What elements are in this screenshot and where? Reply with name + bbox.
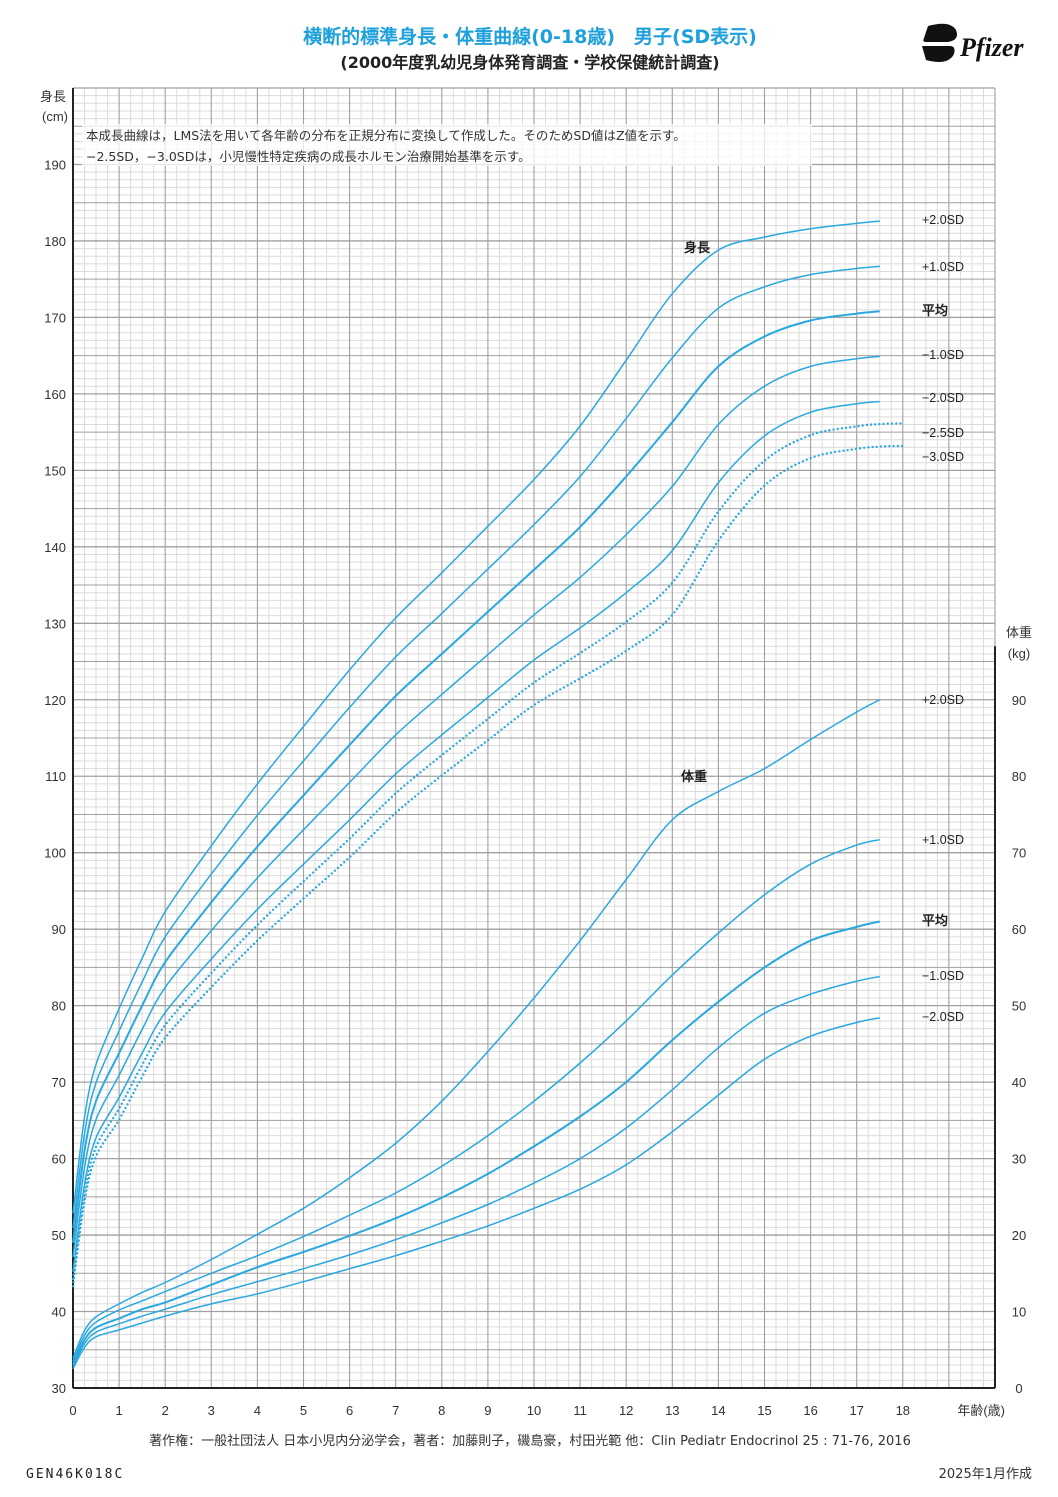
height-tick-label: 90 [52,922,66,937]
height-axis-unit: (cm) [42,109,68,124]
height-tick-label: 100 [44,846,66,861]
weight-tick-label: 30 [1012,1152,1026,1167]
age-tick-label: 6 [346,1403,353,1418]
weight-label-minus1sd: −1.0SD [922,969,964,983]
height-section-label: 身長 [684,240,711,256]
height-tick-label: 160 [44,387,66,402]
height-tick-label: 140 [44,540,66,555]
age-tick-label: 15 [757,1403,771,1418]
height-tick-label: 80 [52,999,66,1014]
weight-tick-label: 90 [1012,693,1026,708]
chart-notes: 本成長曲線は，LMS法を用いて各年齢の分布を正規分布に変換して作成した。そのため… [82,124,812,166]
weight-axis-label: 体重 [1006,625,1032,640]
age-tick-label: 16 [803,1403,817,1418]
weight-section-label: 体重 [681,769,707,785]
height-label-minus1sd: −1.0SD [922,348,964,362]
chart-curves [71,220,904,1370]
height-tick-label: 40 [52,1305,66,1320]
chart-grid [73,87,996,1388]
chart-axes: 1901801701601501401301201101009080706050… [44,88,1026,1418]
age-tick-label: 11 [573,1403,587,1418]
chart-title: 横断的標準身長・体重曲線(0-18歳) 男子(SD表示) [303,25,757,48]
notes-background [82,124,812,166]
weight-label-plus1sd: +1.0SD [922,833,964,847]
creation-date: 2025年1月作成 [939,1467,1032,1482]
x-axis-label: 年齢(歳) [957,1403,1005,1418]
copyright-text: 著作権：一般社団法人 日本小児内分泌学会，著者：加藤則子，磯島豪，村田光範 他：… [149,1433,911,1449]
height-tick-label: 70 [52,1075,66,1090]
height-curve-+1.0SD [72,265,880,1229]
height-tick-label: 50 [52,1228,66,1243]
chart-subtitle: (2000年度乳幼児身体発育調査・学校保健統計調査) [340,53,719,72]
age-tick-label: 10 [527,1403,541,1418]
pfizer-logo: Pfizer [922,23,1024,62]
age-tick-label: 0 [69,1403,76,1418]
note-line-1: 本成長曲線は，LMS法を用いて各年齢の分布を正規分布に変換して作成した。そのため… [86,128,686,143]
height-curve-−2.5SD [71,422,904,1281]
age-tick-label: 4 [254,1403,261,1418]
weight-curve-+1.0SD [72,838,880,1362]
height-tick-label: 110 [45,769,66,784]
height-label-mean: 平均 [922,303,948,319]
height-curve-平均 [72,310,880,1243]
age-tick-label: 8 [438,1403,445,1418]
weight-tick-label: 80 [1012,769,1026,784]
age-tick-label: 17 [849,1403,863,1418]
height-tick-label: 30 [52,1381,66,1396]
height-curve-+2.0SD [72,220,880,1214]
weight-curve-−2.0SD [72,1017,880,1370]
weight-label-plus2sd: +2.0SD [922,693,964,707]
height-tick-label: 170 [44,310,66,325]
document-code: GEN46K018C [26,1467,124,1482]
note-line-2: −2.5SD，−3.0SDは，小児慢性特定疾病の成長ホルモン治療開始基準を示す。 [86,149,531,164]
weight-tick-label: 10 [1012,1305,1026,1320]
weight-label-minus2sd: −2.0SD [922,1010,964,1024]
weight-tick-label: 70 [1012,846,1026,861]
age-tick-label: 2 [162,1403,169,1418]
height-label-minus2sd: −2.0SD [922,391,964,405]
age-tick-label: 1 [115,1403,122,1418]
height-curve-−1.0SD [72,355,880,1258]
weight-tick-label: 40 [1012,1075,1026,1090]
age-tick-label: 13 [665,1403,679,1418]
height-tick-label: 60 [52,1152,66,1167]
height-tick-label: 180 [44,234,66,249]
height-label-plus1sd: +1.0SD [922,260,964,274]
height-tick-label: 130 [44,616,66,631]
height-tick-label: 120 [44,693,66,708]
age-tick-label: 14 [711,1403,725,1418]
age-tick-label: 7 [392,1403,399,1418]
age-tick-label: 5 [300,1403,307,1418]
height-curve-−2.0SD [72,400,880,1272]
weight-curve-+2.0SD [72,699,881,1359]
weight-sd-labels: +2.0SD +1.0SD 平均 −1.0SD −2.0SD [922,693,964,1024]
height-label-minus3sd: −3.0SD [922,450,964,464]
logo-text: Pfizer [959,33,1024,62]
height-label-minus2-5sd: −2.5SD [922,426,964,440]
height-tick-label: 190 [44,157,66,172]
height-curve-−3.0SD [71,444,904,1288]
weight-label-mean: 平均 [922,913,948,929]
age-tick-label: 12 [619,1403,633,1418]
height-label-plus2sd: +2.0SD [922,213,964,227]
weight-curve-平均 [72,920,881,1365]
weight-axis-title: 体重 (kg) [1006,625,1032,661]
age-tick-label: 9 [484,1403,491,1418]
weight-tick-label: 0 [1015,1381,1022,1396]
weight-curve-−1.0SD [72,975,880,1367]
weight-tick-label: 60 [1012,922,1026,937]
weight-tick-label: 20 [1012,1228,1026,1243]
weight-tick-label: 50 [1012,999,1026,1014]
age-tick-label: 18 [896,1403,910,1418]
height-sd-labels: +2.0SD +1.0SD 平均 −1.0SD −2.0SD −2.5SD −3… [922,213,964,464]
age-tick-label: 3 [208,1403,215,1418]
height-axis-label: 身長 [40,89,66,104]
height-tick-label: 150 [44,463,66,478]
height-axis-title: 身長 (cm) [40,89,68,124]
weight-axis-unit: (kg) [1008,646,1030,661]
